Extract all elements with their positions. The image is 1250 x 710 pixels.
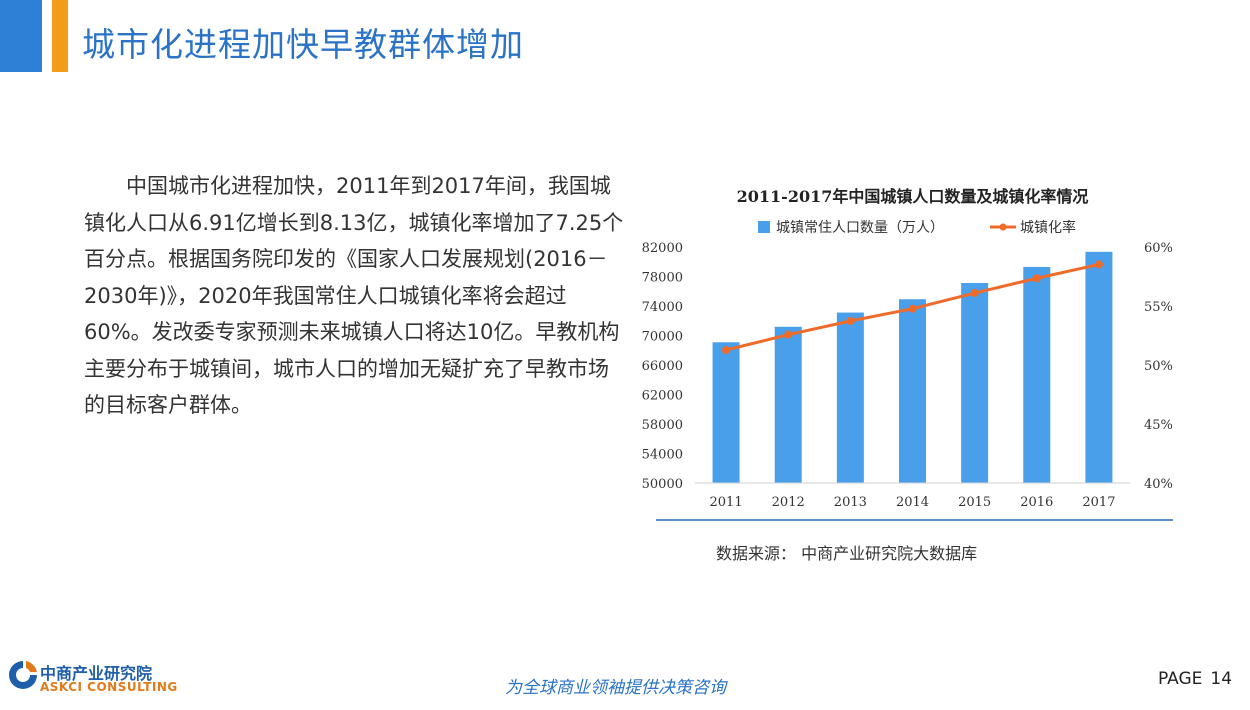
y-left-tick-label: 70000 bbox=[642, 330, 683, 345]
page-number: 14 bbox=[1210, 669, 1233, 689]
legend-bar-label: 城镇常住人口数量（万人） bbox=[776, 220, 944, 236]
combo-chart: 城镇常住人口数量（万人） 城镇化率 50000 54000 58000 62000 6600… bbox=[642, 219, 1173, 510]
bar-2013 bbox=[836, 312, 864, 483]
rate-point-2014 bbox=[908, 304, 917, 313]
rate-point-2013 bbox=[846, 316, 855, 325]
chart-title: 2011-2017年中国城镇人口数量及城镇化率情况 bbox=[736, 187, 1089, 206]
y-left-tick-label: 50000 bbox=[642, 477, 683, 492]
rate-point-2016 bbox=[1032, 274, 1041, 283]
y-left-tick-label: 58000 bbox=[642, 418, 683, 433]
y-left-tick-label: 82000 bbox=[642, 241, 683, 256]
footer-slogan: 为全球商业领袖提供决策咨询 bbox=[505, 678, 726, 698]
legend-bar-swatch bbox=[758, 221, 770, 233]
x-tick-label: 2016 bbox=[1020, 495, 1053, 510]
header-accent-blue bbox=[0, 0, 42, 72]
y-right-tick-label: 50% bbox=[1144, 359, 1173, 374]
bar-2012 bbox=[774, 326, 802, 483]
paragraph-text: 中国城市化进程加快，2011年到2017年间，我国城镇化人口从6.91亿增长到8… bbox=[84, 174, 624, 417]
rate-point-2011 bbox=[722, 346, 731, 355]
bar-2017 bbox=[1085, 251, 1113, 483]
chart-divider bbox=[656, 519, 1173, 521]
legend-line-label: 城镇化率 bbox=[1020, 219, 1076, 236]
bar-2015 bbox=[961, 283, 989, 483]
askci-logo-icon bbox=[9, 661, 37, 689]
page-label: PAGE bbox=[1158, 669, 1203, 689]
x-tick-label: 2012 bbox=[772, 495, 805, 510]
rate-point-2017 bbox=[1094, 260, 1103, 269]
logo-chinese: 中商产业研究院 bbox=[40, 664, 153, 683]
x-tick-label: 2017 bbox=[1082, 495, 1115, 510]
y-right-tick-label: 55% bbox=[1144, 300, 1173, 315]
legend-line-marker bbox=[999, 223, 1007, 231]
body-paragraph: 中国城市化进程加快，2011年到2017年间，我国城镇化人口从6.91亿增长到8… bbox=[84, 168, 624, 424]
y-right-tick-label: 45% bbox=[1144, 418, 1173, 433]
bar-2016 bbox=[1023, 266, 1051, 483]
x-tick-label: 2011 bbox=[710, 495, 743, 510]
bar-2011 bbox=[712, 342, 740, 483]
y-left-tick-label: 74000 bbox=[642, 300, 683, 315]
y-left-tick-label: 54000 bbox=[642, 448, 683, 463]
header-accent-orange bbox=[52, 0, 68, 72]
x-tick-label: 2013 bbox=[834, 495, 867, 510]
page-indicator: PAGE 14 bbox=[1158, 669, 1232, 689]
y-left-tick-label: 66000 bbox=[642, 359, 683, 374]
y-right-tick-label: 40% bbox=[1144, 477, 1173, 492]
rate-point-2012 bbox=[784, 330, 793, 339]
data-source: 数据来源： 中商产业研究院大数据库 bbox=[716, 544, 978, 563]
y-left-tick-label: 62000 bbox=[642, 389, 683, 404]
page-title: 城市化进程加快早教群体增加 bbox=[82, 25, 524, 64]
x-tick-label: 2015 bbox=[958, 495, 991, 510]
bar-2014 bbox=[899, 299, 926, 483]
x-tick-label: 2014 bbox=[896, 495, 929, 510]
rate-point-2015 bbox=[970, 289, 979, 298]
y-right-tick-label: 60% bbox=[1144, 241, 1173, 256]
logo-english: ASKCI CONSULTING bbox=[40, 680, 178, 694]
y-left-tick-label: 78000 bbox=[642, 271, 683, 286]
